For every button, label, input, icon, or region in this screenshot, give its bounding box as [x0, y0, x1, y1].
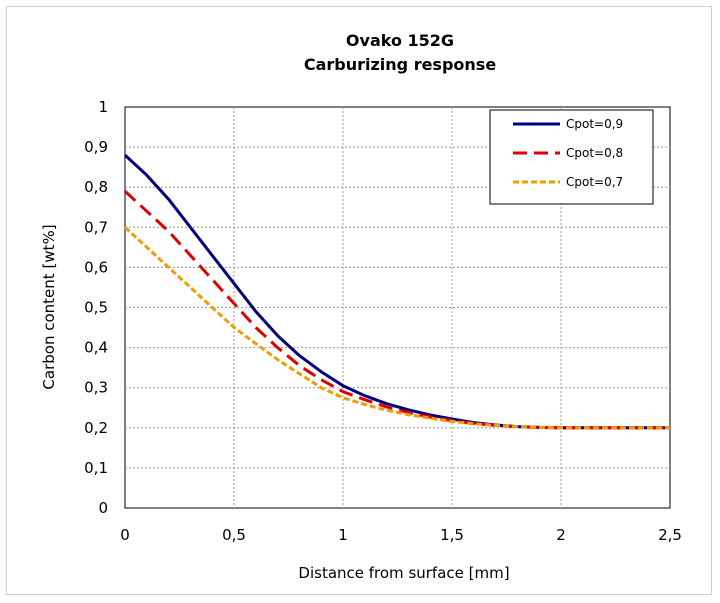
- legend: Cpot=0,9 Cpot=0,8 Cpot=0,7: [489, 109, 654, 205]
- y-tick-labels: 0 0,1 0,2 0,3 0,4 0,5 0,6 0,7 0,8 0,9 1: [84, 98, 108, 517]
- legend-label-1: Cpot=0,9: [566, 117, 623, 131]
- x-tick-label: 1: [338, 526, 348, 544]
- legend-label-2: Cpot=0,8: [566, 146, 623, 160]
- x-tick-label: 2: [556, 526, 566, 544]
- series-layer: [123, 153, 670, 430]
- x-tick-labels: 0 0,5 1 1,5 2 2,5: [120, 526, 682, 544]
- x-tick-label: 1,5: [440, 526, 464, 544]
- y-tick-label: 0,2: [84, 419, 108, 437]
- y-tick-label: 0,8: [84, 178, 108, 196]
- y-tick-label: 0,9: [84, 138, 108, 156]
- legend-label-3: Cpot=0,7: [566, 175, 623, 189]
- series-line-3: [123, 226, 670, 430]
- x-axis-label: Distance from surface [mm]: [298, 564, 509, 582]
- legend-box: [489, 109, 654, 205]
- grid-lines: [125, 107, 670, 508]
- y-tick-label: 0,6: [84, 258, 108, 276]
- y-tick-label: 0,3: [84, 379, 108, 397]
- chart-subtitle: Carburizing response: [304, 55, 496, 74]
- y-tick-label: 1: [98, 98, 108, 116]
- y-tick-label: 0,7: [84, 218, 108, 236]
- y-tick-label: 0,1: [84, 459, 108, 477]
- x-tick-label: 0: [120, 526, 130, 544]
- y-tick-label: 0: [98, 499, 108, 517]
- x-tick-label: 0,5: [222, 526, 246, 544]
- y-tick-label: 0,5: [84, 299, 108, 317]
- y-axis-label: Carbon content [wt%]: [40, 224, 58, 389]
- chart-title: Ovako 152G: [346, 31, 454, 50]
- y-tick-label: 0,4: [84, 339, 108, 357]
- x-tick-label: 2,5: [658, 526, 682, 544]
